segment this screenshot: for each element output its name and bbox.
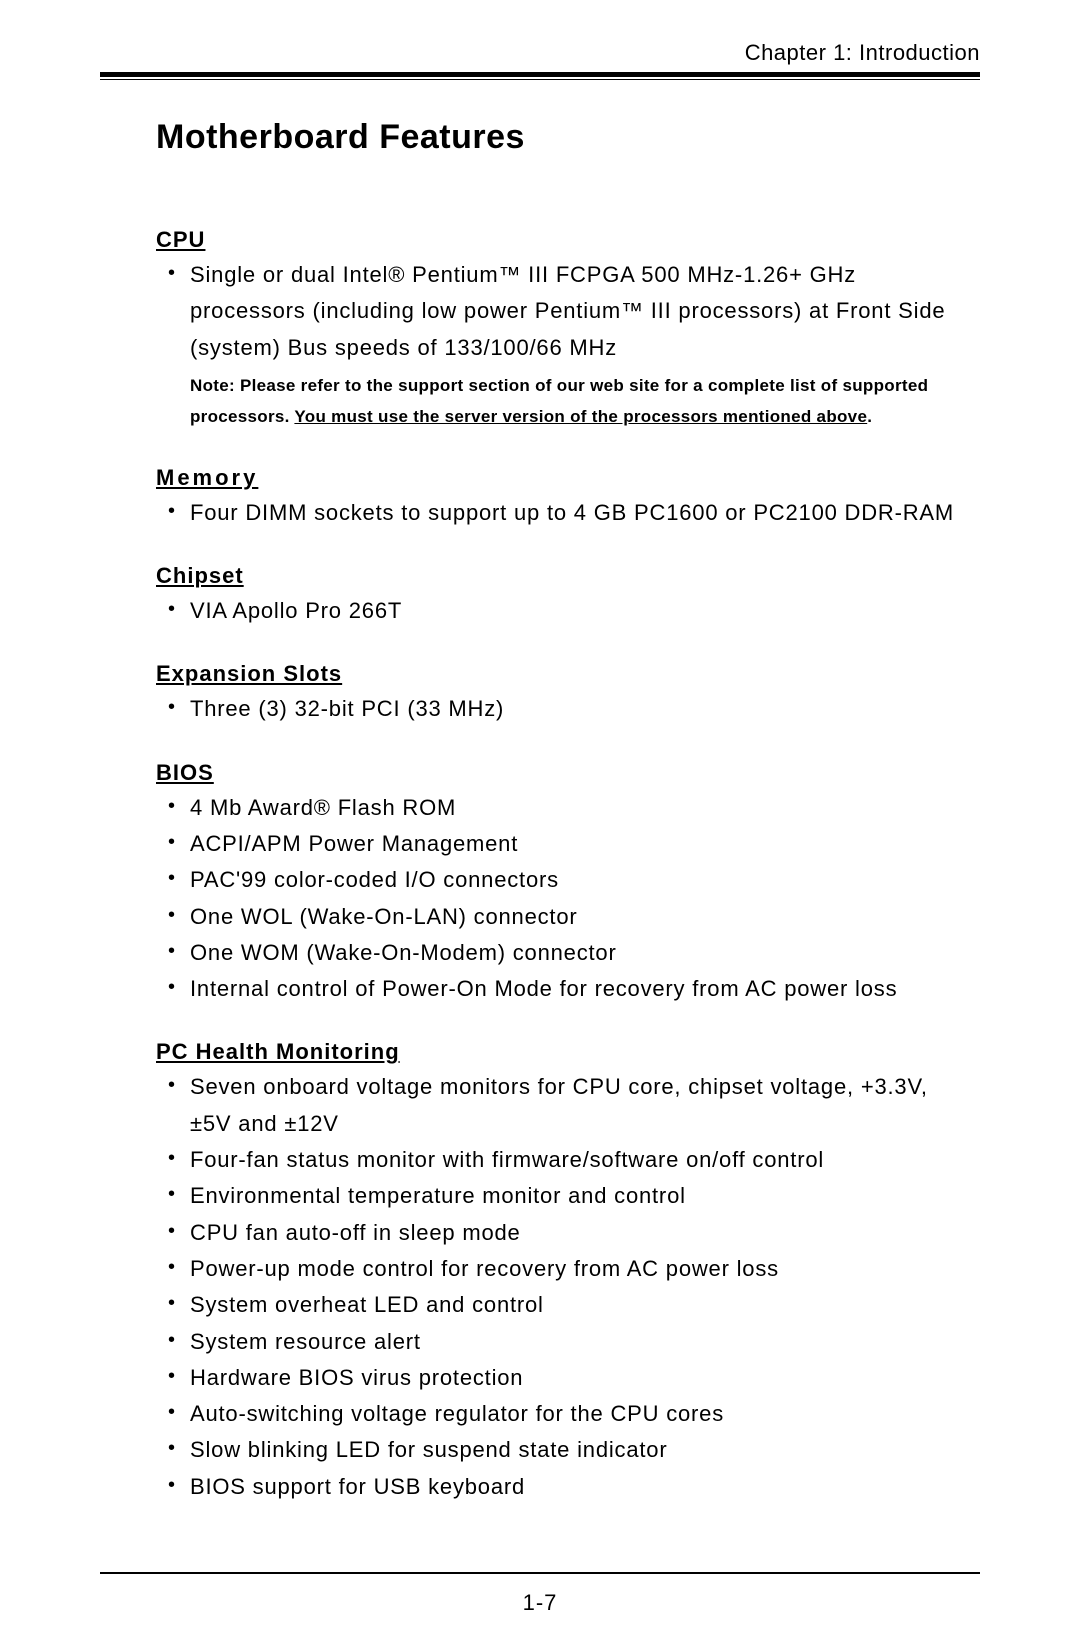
list-item: PAC'99 color-coded I/O connectors (156, 862, 970, 898)
list-item: 4 Mb Award® Flash ROM (156, 790, 970, 826)
content-area: CPU Single or dual Intel® Pentium™ III F… (156, 227, 970, 1505)
section-memory: Memory Four DIMM sockets to support up t… (156, 465, 970, 531)
list-item: CPU fan auto-off in sleep mode (156, 1215, 970, 1251)
note-suffix: . (867, 407, 872, 426)
list-item: Auto-switching voltage regulator for the… (156, 1396, 970, 1432)
list-item: Internal control of Power-On Mode for re… (156, 971, 970, 1007)
list-item: Single or dual Intel® Pentium™ III FCPGA… (156, 257, 970, 366)
list-memory: Four DIMM sockets to support up to 4 GB … (156, 495, 970, 531)
list-item: Environmental temperature monitor and co… (156, 1178, 970, 1214)
list-pchealth: Seven onboard voltage monitors for CPU c… (156, 1069, 970, 1505)
list-item: Hardware BIOS virus protection (156, 1360, 970, 1396)
list-item: Seven onboard voltage monitors for CPU c… (156, 1069, 970, 1142)
heading-memory: Memory (156, 465, 970, 491)
section-bios: BIOS 4 Mb Award® Flash ROM ACPI/APM Powe… (156, 760, 970, 1008)
list-item: Four DIMM sockets to support up to 4 GB … (156, 495, 970, 531)
note-underlined: You must use the server version of the p… (294, 407, 867, 426)
header-rule-thin (100, 79, 980, 80)
list-item: Four-fan status monitor with firmware/so… (156, 1142, 970, 1178)
heading-chipset: Chipset (156, 563, 970, 589)
list-item: One WOM (Wake-On-Modem) connector (156, 935, 970, 971)
footer-rule (100, 1572, 980, 1574)
heading-expansion: Expansion Slots (156, 661, 970, 687)
list-item: System overheat LED and control (156, 1287, 970, 1323)
section-pchealth: PC Health Monitoring Seven onboard volta… (156, 1039, 970, 1505)
list-expansion: Three (3) 32-bit PCI (33 MHz) (156, 691, 970, 727)
page-number: 1-7 (100, 1590, 980, 1616)
heading-pchealth: PC Health Monitoring (156, 1039, 970, 1065)
chapter-header: Chapter 1: Introduction (100, 40, 980, 72)
section-chipset: Chipset VIA Apollo Pro 266T (156, 563, 970, 629)
list-item: BIOS support for USB keyboard (156, 1469, 970, 1505)
list-item: ACPI/APM Power Management (156, 826, 970, 862)
list-item: Slow blinking LED for suspend state indi… (156, 1432, 970, 1468)
list-item: System resource alert (156, 1324, 970, 1360)
list-item: VIA Apollo Pro 266T (156, 593, 970, 629)
heading-bios: BIOS (156, 760, 970, 786)
footer: 1-7 (100, 1572, 980, 1616)
header-rule-thick (100, 72, 980, 77)
list-item: Power-up mode control for recovery from … (156, 1251, 970, 1287)
list-chipset: VIA Apollo Pro 266T (156, 593, 970, 629)
page: Chapter 1: Introduction Motherboard Feat… (0, 0, 1080, 1648)
list-cpu: Single or dual Intel® Pentium™ III FCPGA… (156, 257, 970, 366)
cpu-note: Note: Please refer to the support sectio… (156, 370, 970, 433)
section-cpu: CPU Single or dual Intel® Pentium™ III F… (156, 227, 970, 433)
list-bios: 4 Mb Award® Flash ROM ACPI/APM Power Man… (156, 790, 970, 1008)
list-item: One WOL (Wake-On-LAN) connector (156, 899, 970, 935)
section-expansion: Expansion Slots Three (3) 32-bit PCI (33… (156, 661, 970, 727)
page-title: Motherboard Features (156, 118, 980, 157)
list-item: Three (3) 32-bit PCI (33 MHz) (156, 691, 970, 727)
heading-cpu: CPU (156, 227, 970, 253)
